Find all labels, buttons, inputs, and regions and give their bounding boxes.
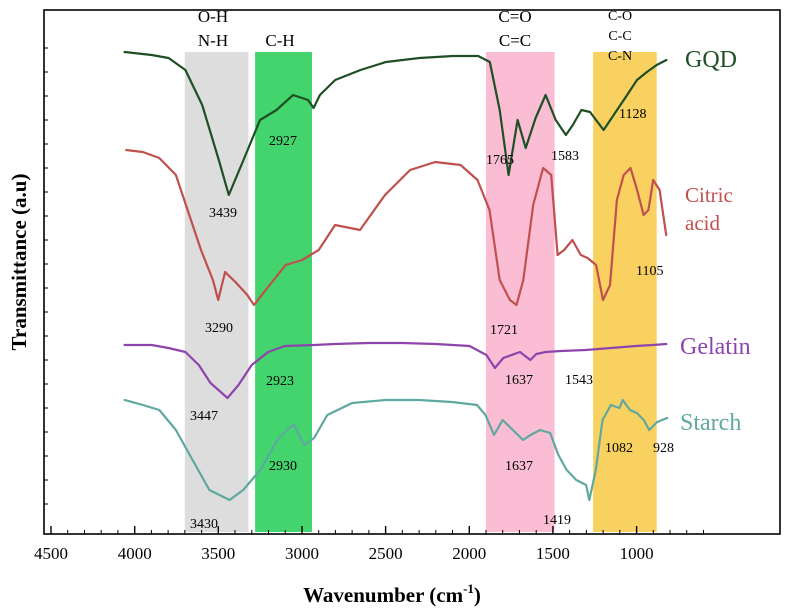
x-tick-label: 3500 [201,544,235,563]
x-tick-label: 1000 [620,544,654,563]
peak-label: 2930 [269,459,297,474]
peak-label: 1765 [486,153,514,168]
peak-label: 2927 [269,134,297,149]
band-label-2-0: C=O [498,7,531,26]
x-tick-label: 1500 [536,544,570,563]
x-tick-label: 2500 [369,544,403,563]
band-label-2-1: C=C [499,31,531,50]
series-name-3-0: Starch [680,410,741,436]
x-tick-label: 4000 [118,544,152,563]
peak-label: 3290 [205,321,233,336]
series-name-1-0: Citric [685,183,733,207]
bands-layer [184,52,657,532]
x-axis: 4500 4000 3500 3000 2500 2000 1500 1000 [34,47,704,563]
band-label-0-1: N-H [198,31,228,50]
band-label-3-2: C-N [608,49,632,64]
x-axis-title-close: ) [474,583,481,607]
series-line-starch [123,398,669,502]
series-name-2-0: Gelatin [680,334,751,360]
series-line-citric-acid [125,148,668,307]
band-label-3-0: C-O [608,9,632,24]
series-line-gelatin [123,341,668,400]
band-label-1-0: C-H [265,31,294,50]
x-tick-label: 4500 [34,544,68,563]
peak-label: 1583 [551,149,579,164]
band-label-3-1: C-C [608,29,631,44]
series-layer [123,50,669,502]
annotation-layer: O-H N-H C-H C=O C=C C-O C-C C-N GQD Citric acid Gel… [190,7,751,532]
peak-label: 3439 [209,206,237,221]
peak-label: 1637 [505,459,533,474]
peak-label: 1105 [636,264,663,279]
peak-label: 3430 [190,517,218,532]
plot-frame [43,9,781,535]
series-line-gqd [123,50,668,197]
peak-label: 1721 [490,323,518,338]
series-name-0-0: GQD [685,47,737,73]
x-axis-title: Wavenumber (cm-1) [303,581,481,607]
peak-label: 3447 [190,409,218,424]
series-name-1-1: acid [685,211,720,235]
y-axis-title: Transmittance (a.u) [7,174,31,351]
peak-label: 1419 [543,513,571,528]
x-tick-label: 2000 [452,544,486,563]
peak-label: 2923 [266,374,294,389]
x-axis-title-main: Wavenumber (cm [303,583,464,607]
peak-label: 1128 [619,107,646,122]
peak-label: 1543 [565,373,593,388]
x-tick-label: 3000 [285,544,319,563]
band-label-0-0: O-H [198,7,228,26]
band-3 [593,52,657,532]
x-axis-title-superscript: -1 [463,581,474,596]
peak-label: 1637 [505,373,533,388]
peak-label: 1082 [605,441,633,456]
peak-label: 928 [653,441,674,456]
